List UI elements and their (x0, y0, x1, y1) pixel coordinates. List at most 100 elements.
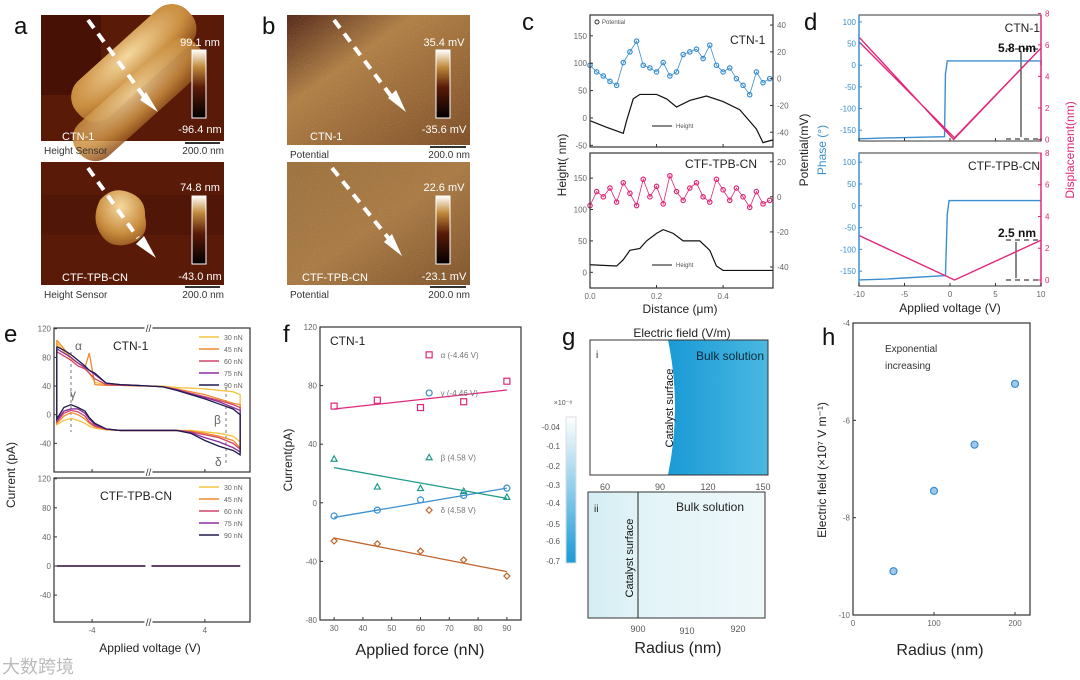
g-i-xtick: 60 (600, 482, 610, 492)
arrow-head-icon (384, 234, 402, 256)
e-yaxis-label: 80 (42, 353, 51, 362)
f-fit-line (333, 467, 508, 500)
c-point-potential (613, 82, 620, 89)
d-y2axis-label: 0 (1045, 135, 1050, 144)
f-point (416, 483, 425, 492)
e-yaxis-label: 0 (47, 562, 52, 571)
c-top-title: CTN-1 (730, 33, 766, 47)
c-point-potential (647, 194, 653, 200)
g-colorbar-tick-label: -0.5 (546, 520, 560, 529)
d-y2axis-label: 0 (1045, 276, 1050, 285)
potential-colorbar (435, 195, 451, 265)
c-y2axis-label: 0 (777, 193, 782, 202)
c-point-potential (740, 82, 746, 89)
c-yaxis-label: 0 (583, 268, 588, 277)
d-yaxis-label: -50 (844, 224, 856, 233)
e-legend-label: 60 nN (224, 359, 243, 366)
scalebar-label: 200.0 nm (182, 290, 224, 301)
d-yaxis-label: 50 (847, 180, 856, 189)
axis-break-icon: // (146, 468, 152, 479)
axis-break (144, 619, 153, 625)
c-point-potential (660, 201, 667, 207)
c-point-potential (667, 172, 673, 179)
c-plot-frame (589, 152, 774, 289)
mode-caption: Potential (290, 150, 329, 161)
e-xlabel: Applied voltage (V) (99, 641, 200, 655)
c-point-potential (700, 55, 706, 62)
h-yaxis-label: -4 (843, 319, 851, 328)
h-yaxis-label: -8 (843, 514, 851, 523)
d-series-displacement (858, 234, 1042, 281)
g-ii-label: ii (594, 504, 598, 515)
f-point (373, 506, 381, 514)
arrow-head-icon (136, 236, 156, 258)
h-point (929, 486, 939, 495)
c-point-potential (713, 176, 720, 183)
panel-label-b: b (262, 13, 275, 40)
c-point-potential (733, 75, 740, 82)
c-point-potential (726, 65, 733, 71)
d-top-title: CTN-1 (1005, 21, 1041, 35)
c-point-potential (693, 46, 700, 52)
height-colorbar (191, 195, 207, 265)
scale-min: -23.1 mV (422, 271, 467, 283)
legend-marker-potential (594, 19, 600, 25)
d-yaxis-label: 100 (843, 18, 857, 27)
g-colorbar-tick-label: -0.04 (542, 423, 561, 432)
c-point-potential (713, 62, 720, 69)
c-yaxis-label: 50 (578, 87, 587, 96)
e-loop-90nn (56, 346, 241, 456)
f-xaxis-label: 40 (358, 624, 367, 633)
c-point-potential (633, 38, 640, 44)
g-colorbar-tick-label: -0.2 (546, 462, 560, 471)
f-legend-marker (425, 351, 433, 359)
f-xlabel: Applied force (nN) (356, 642, 485, 659)
c-y2axis-label: 40 (777, 21, 786, 30)
c-point-potential (700, 194, 706, 200)
g-ii-xtick: 910 (679, 626, 694, 636)
c-yaxis-label: 150 (574, 174, 588, 183)
d-y2axis-label: 4 (1045, 72, 1050, 81)
d-yaxis-label: -100 (840, 245, 857, 254)
c-point-potential (673, 188, 680, 195)
d-y2label: Displacement(nm) (1063, 101, 1077, 198)
c-point-potential (673, 69, 680, 75)
f-legend-marker (425, 453, 434, 461)
potential-colorbar (435, 49, 451, 119)
c-point-potential (627, 190, 633, 197)
d-y2axis-label: 6 (1045, 181, 1050, 190)
d-y2axis-label: 4 (1045, 212, 1050, 221)
f-point (459, 486, 468, 495)
d-xaxis-label: -5 (901, 290, 909, 299)
c-point-potential (653, 69, 660, 75)
f-point (503, 572, 511, 580)
d-yaxis-label: -150 (840, 126, 857, 135)
f-point (330, 537, 338, 545)
g-colorbar-exponent: ×10⁻⁸ (554, 400, 573, 407)
c-point-potential (720, 187, 726, 193)
f-xaxis-label: 80 (474, 624, 483, 633)
f-point (459, 556, 468, 564)
f-legend-label: β (4.58 V) (441, 453, 477, 462)
f-xaxis-label: 30 (330, 624, 339, 633)
e-yaxis-label: 120 (38, 325, 52, 334)
scale-min: -96.4 nm (178, 124, 221, 136)
scale-min: -35.6 mV (422, 124, 467, 136)
c-point-potential (593, 69, 600, 75)
g-colorbar-tick-label: -0.6 (546, 537, 560, 546)
c-point-potential (706, 42, 713, 48)
d-yaxis-label: 0 (852, 202, 857, 211)
g-field-map-ii (587, 491, 766, 619)
g-colorbar (565, 416, 577, 564)
label-alpha: α (75, 339, 82, 353)
charts-layer: -50050100150-40-2002040050100150-40-2002… (38, 9, 1050, 635)
scale-min: -43.0 nm (178, 271, 221, 283)
scalebar-label: 200.0 nm (428, 290, 470, 301)
c-point-potential (720, 69, 726, 75)
c-xaxis-label: 0.4 (718, 292, 730, 301)
h-point (1010, 379, 1020, 388)
f-point (503, 484, 511, 492)
c-yaxis-label: -50 (575, 141, 587, 150)
sample-label: CTF-TPB-CN (62, 272, 128, 284)
legend-potential: Potential (602, 20, 625, 26)
